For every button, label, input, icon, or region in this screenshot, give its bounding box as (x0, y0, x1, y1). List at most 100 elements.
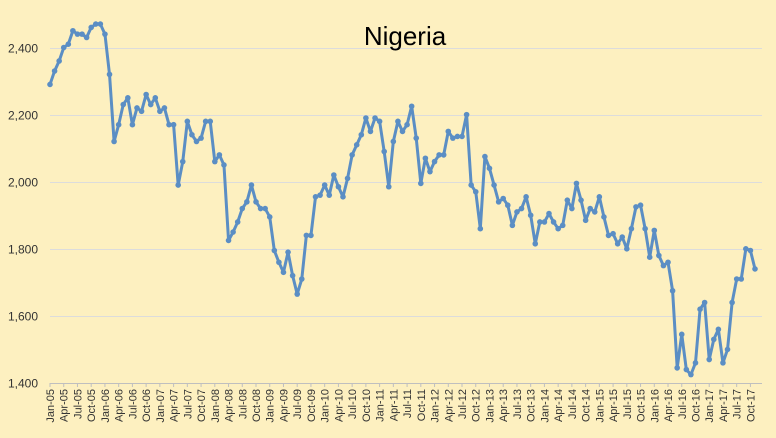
data-point (262, 205, 268, 212)
data-point (477, 225, 484, 232)
x-tick-label: Apr-13 (498, 389, 510, 422)
data-point (280, 269, 287, 276)
x-tick-label: Jan-13 (484, 389, 496, 423)
data-point (701, 299, 708, 306)
data-point (541, 219, 548, 225)
data-point (367, 128, 374, 135)
data-point (569, 205, 575, 212)
data-point (504, 202, 511, 209)
data-point (724, 346, 731, 353)
data-point (546, 210, 552, 217)
x-tick-label: Jan-07 (155, 389, 167, 423)
gridlines (50, 48, 762, 384)
data-point (395, 118, 401, 125)
data-point (147, 101, 154, 108)
x-tick-label: Jul-05 (72, 389, 84, 419)
data-point (289, 272, 296, 279)
x-tick-label: Apr-10 (333, 389, 345, 422)
data-point (257, 205, 264, 212)
data-point (216, 152, 223, 158)
x-tick-label: Apr-14 (553, 389, 565, 422)
x-tick-label: Apr-11 (388, 389, 400, 421)
data-point (564, 197, 571, 203)
x-tick-label: Jan-12 (430, 389, 442, 423)
data-point (587, 205, 593, 212)
data-point (440, 152, 447, 158)
data-point (450, 135, 456, 141)
data-point (363, 115, 369, 121)
data-point (308, 232, 314, 239)
x-tick-label: Apr-16 (663, 389, 675, 422)
x-tick-label: Jan-06 (100, 389, 112, 423)
x-tick-label: Oct-12 (471, 389, 483, 422)
x-tick-label: Jul-07 (182, 389, 194, 419)
data-point (221, 162, 227, 168)
data-point (358, 131, 365, 138)
data-point (738, 276, 745, 282)
data-point (436, 152, 442, 158)
x-tick-label: Jul-13 (512, 389, 524, 419)
data-point (111, 138, 117, 145)
data-point (692, 360, 699, 366)
data-point (720, 360, 726, 366)
x-tick-label: Jul-14 (567, 389, 579, 419)
data-point (532, 240, 539, 247)
data-point (340, 194, 346, 200)
x-tick-label: Jan-14 (539, 389, 551, 423)
data-point (244, 199, 250, 205)
data-point (491, 182, 497, 188)
data-point (298, 276, 305, 282)
x-tick-label: Jul-16 (677, 389, 689, 419)
data-point (344, 175, 351, 182)
data-point (619, 234, 626, 240)
y-tick-label: 2,000 (8, 176, 38, 190)
data-point (106, 71, 113, 78)
x-tick-label: Apr-08 (224, 389, 236, 422)
data-point (253, 199, 259, 205)
data-point (239, 205, 246, 212)
data-point (624, 246, 630, 252)
data-point (555, 225, 561, 232)
x-tick-label: Oct-09 (306, 389, 318, 422)
x-tick-label: Jan-16 (649, 389, 661, 423)
data-point (463, 111, 470, 118)
x-tick-label: Jul-08 (237, 389, 249, 419)
data-point (418, 180, 424, 187)
data-point (733, 276, 740, 282)
data-point (747, 247, 754, 254)
data-point (482, 153, 488, 160)
data-point (60, 44, 67, 51)
data-point (376, 118, 383, 125)
data-point (193, 138, 200, 145)
y-tick-label: 2,200 (8, 109, 38, 123)
data-point (743, 246, 749, 252)
data-point (468, 182, 474, 188)
data-point (385, 183, 392, 190)
data-point (225, 237, 232, 244)
data-point (614, 240, 621, 247)
data-point (665, 259, 671, 266)
data-point (120, 101, 127, 108)
data-point (715, 326, 722, 333)
data-point (642, 225, 648, 232)
data-point (390, 138, 397, 145)
x-tick-label: Oct-07 (196, 389, 208, 422)
data-point (427, 168, 433, 175)
x-tick-label: Jul-09 (292, 389, 304, 419)
data-point (207, 118, 214, 125)
data-point (688, 371, 694, 378)
data-point (422, 155, 429, 162)
x-tick-label: Jan-17 (704, 389, 716, 423)
x-tick-label: Jan-05 (45, 389, 57, 423)
data-point (51, 68, 58, 74)
series-line-group (47, 21, 758, 378)
data-point (179, 158, 186, 165)
data-point (74, 31, 81, 37)
x-tick-label: Jan-09 (265, 389, 277, 423)
data-point (161, 105, 168, 111)
data-point (582, 217, 589, 224)
y-tick-label: 1,400 (8, 377, 38, 391)
data-point (285, 249, 291, 255)
